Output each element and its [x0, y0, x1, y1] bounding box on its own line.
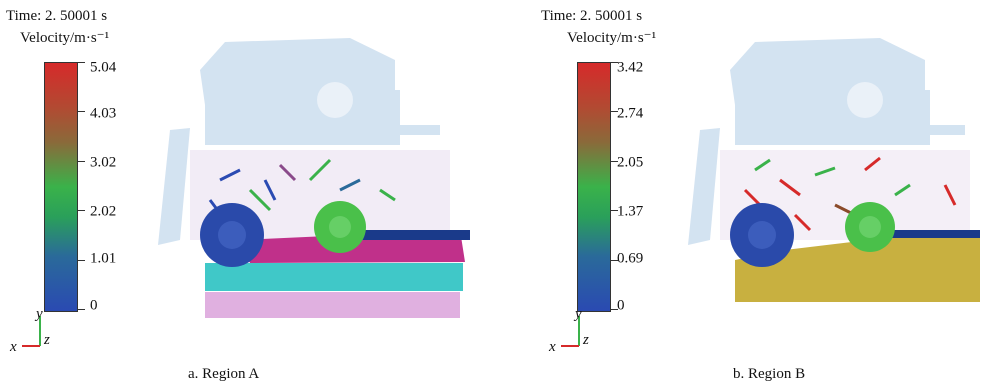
colorbar-tick-label: 2.05	[617, 154, 644, 171]
figure-caption: a. Region A	[188, 366, 260, 382]
machine-frame	[158, 38, 440, 245]
velocity-colorbar	[577, 62, 611, 312]
colorbar-tick-label: 1.37	[617, 203, 644, 220]
colorbar-tick-label: 3.02	[90, 154, 117, 171]
colorbar-tick-label: 0	[90, 297, 98, 314]
surface-particles	[865, 230, 980, 238]
colorbar-tick	[77, 161, 85, 162]
velocity-label: Velocity/m·s⁻¹	[567, 30, 657, 46]
colorbar-tick	[610, 210, 618, 211]
colorbar-tick	[610, 309, 618, 310]
colorbar-tick	[610, 260, 618, 261]
colorbar-tick-label: 2.74	[617, 105, 644, 122]
straw-fragments	[743, 156, 957, 232]
axis-z-label: z	[582, 332, 589, 348]
colorbar-tick-label: 1.01	[90, 250, 117, 267]
panel-region-a: Time: 2. 50001 s Velocity/m·s⁻¹ 5.04 4.0…	[6, 8, 470, 382]
soil-layer-pink	[205, 292, 460, 318]
machine-frame	[688, 38, 965, 245]
axis-z-label: z	[43, 332, 50, 348]
velocity-colorbar	[44, 62, 78, 312]
colorbar-tick	[610, 111, 618, 112]
colorbar-tick	[77, 309, 85, 310]
soil-layer-mixed	[735, 235, 980, 302]
colorbar-tick	[610, 161, 618, 162]
colorbar-tick	[77, 210, 85, 211]
axis-x-label: x	[548, 339, 556, 355]
axis-y-label: y	[34, 306, 43, 322]
axis-x-label: x	[9, 339, 17, 355]
simulation-view	[158, 38, 470, 318]
colorbar-tick	[77, 111, 85, 112]
colorbar-tick-label: 0	[617, 297, 625, 314]
time-label: Time: 2. 50001 s	[6, 8, 108, 24]
figure-caption: b. Region B	[733, 366, 806, 382]
soil-layer-cyan	[205, 263, 463, 291]
colorbar-tick-label: 5.04	[90, 59, 117, 76]
surface-particles	[330, 230, 470, 240]
velocity-label: Velocity/m·s⁻¹	[20, 30, 110, 46]
panel-region-b: Time: 2. 50001 s Velocity/m·s⁻¹ 3.42 2.7…	[495, 0, 990, 389]
colorbar-tick-label: 3.42	[617, 59, 644, 76]
colorbar-tick	[77, 62, 85, 63]
axis-y-label: y	[573, 306, 582, 322]
time-label: Time: 2. 50001 s	[541, 8, 643, 24]
colorbar-tick	[77, 260, 85, 261]
colorbar-tick-label: 4.03	[90, 105, 117, 122]
coordinate-axes-icon: y x z	[9, 306, 50, 355]
colorbar-tick	[610, 62, 618, 63]
colorbar-tick-label: 2.02	[90, 203, 117, 220]
simulation-view	[688, 38, 980, 302]
colorbar-tick-label: 0.69	[617, 250, 644, 267]
coordinate-axes-icon: y x z	[548, 306, 589, 355]
